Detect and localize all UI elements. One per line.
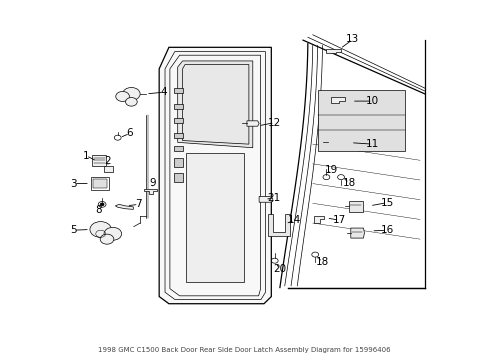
Text: 8: 8 [95,206,102,216]
Circle shape [116,91,129,102]
Polygon shape [313,216,324,223]
Text: 18: 18 [342,178,355,188]
Polygon shape [173,146,182,151]
Text: 1: 1 [82,150,89,161]
Text: 1998 GMC C1500 Back Door Rear Side Door Latch Assembly Diagram for 15996406: 1998 GMC C1500 Back Door Rear Side Door … [98,347,390,353]
Polygon shape [246,121,259,126]
Polygon shape [173,118,182,123]
Polygon shape [317,90,405,151]
Polygon shape [173,88,182,93]
Polygon shape [115,204,133,210]
Polygon shape [259,197,272,202]
Text: 16: 16 [380,225,393,235]
Text: 13: 13 [346,35,359,44]
Polygon shape [104,166,113,172]
Text: 20: 20 [272,264,285,274]
Circle shape [259,203,265,207]
Polygon shape [330,97,344,103]
Circle shape [114,135,121,140]
Text: 17: 17 [332,215,346,225]
Circle shape [259,196,265,200]
Text: 21: 21 [266,193,280,203]
Text: 7: 7 [135,199,142,210]
Polygon shape [326,49,340,53]
Polygon shape [185,153,244,282]
Circle shape [327,136,342,147]
Text: 12: 12 [267,118,281,128]
Text: 6: 6 [126,129,133,138]
Text: 4: 4 [161,87,167,97]
Text: 18: 18 [315,257,328,267]
Polygon shape [177,61,252,148]
Text: 14: 14 [287,215,301,225]
Polygon shape [173,173,182,182]
Text: 5: 5 [70,225,77,235]
Polygon shape [350,228,364,238]
Circle shape [104,227,122,240]
Polygon shape [348,201,362,212]
Circle shape [125,98,137,106]
Text: 11: 11 [366,139,379,149]
Polygon shape [173,104,182,109]
Text: 10: 10 [366,96,379,106]
Polygon shape [267,214,289,235]
Polygon shape [93,179,107,188]
Polygon shape [173,133,182,138]
Polygon shape [144,189,157,194]
Polygon shape [173,158,182,167]
Circle shape [100,203,104,206]
Polygon shape [92,155,106,166]
Text: 2: 2 [104,156,111,166]
Text: 19: 19 [324,165,337,175]
Circle shape [90,222,111,237]
Text: 15: 15 [380,198,393,208]
Text: 3: 3 [70,179,77,189]
Circle shape [122,87,140,100]
Circle shape [100,234,114,244]
Polygon shape [159,47,271,304]
Text: 9: 9 [149,178,156,188]
